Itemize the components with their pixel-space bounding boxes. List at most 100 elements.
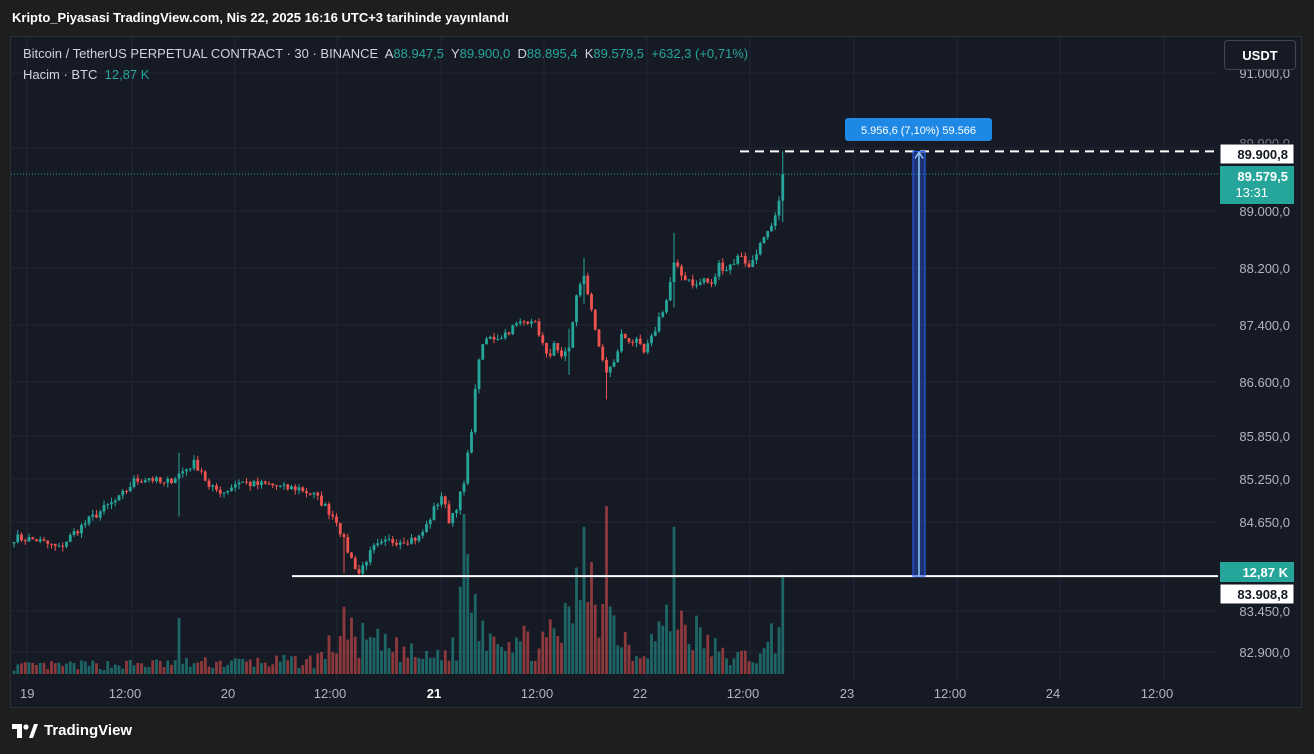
- currency-button[interactable]: USDT: [1224, 40, 1296, 70]
- candle-body: [698, 282, 702, 285]
- candle-body: [136, 478, 140, 482]
- volume-bar: [312, 668, 316, 674]
- high-price-tag: 89.900,8: [1219, 143, 1295, 165]
- candle-body: [301, 487, 305, 492]
- candle-body: [12, 542, 16, 544]
- candle-body: [747, 263, 751, 268]
- symbol-title: Bitcoin / TetherUS PERPETUAL CONTRACT · …: [23, 46, 379, 61]
- volume-bar: [170, 664, 173, 674]
- candle-body: [713, 276, 717, 284]
- candle-body: [350, 552, 353, 558]
- candle-body: [563, 351, 567, 357]
- candle-body: [687, 279, 691, 281]
- candle-body: [530, 321, 533, 324]
- candle-body: [477, 359, 481, 390]
- volume-bar: [672, 526, 676, 674]
- volume-bar: [451, 637, 455, 674]
- volume-bar: [605, 506, 608, 674]
- volume-bar: [766, 641, 770, 674]
- volume-bar: [773, 653, 777, 674]
- candle-body: [638, 338, 642, 344]
- candle-body: [181, 471, 185, 474]
- price-tick-label: 82.900,0: [1239, 645, 1290, 660]
- volume-bar: [282, 654, 286, 674]
- candle-body: [608, 366, 612, 373]
- volume-bar: [106, 661, 110, 674]
- candle-body: [211, 485, 215, 487]
- volume-bar: [740, 650, 743, 674]
- candle-body: [151, 478, 155, 482]
- candle-body: [398, 542, 402, 545]
- high-value: 89.900,0: [459, 46, 511, 61]
- candle-body: [342, 534, 346, 538]
- volume-bar: [342, 606, 346, 674]
- candle-body: [338, 523, 342, 535]
- candle-body: [503, 332, 507, 339]
- time-tick-label: 20: [221, 686, 235, 701]
- volume-bar: [35, 664, 38, 674]
- volume-bar: [762, 648, 766, 674]
- grid-lines: [11, 37, 1218, 680]
- close-label: K: [584, 46, 594, 61]
- volume-bar: [676, 629, 680, 674]
- volume-bar: [215, 661, 218, 674]
- volume-tag-label: 12,87 K: [1242, 565, 1288, 580]
- volume-bar: [425, 650, 428, 674]
- candle-body: [425, 524, 428, 532]
- candle-body: [781, 174, 785, 201]
- volume-bar: [31, 662, 35, 674]
- volume-bar: [635, 656, 638, 674]
- candle-body: [440, 496, 443, 505]
- volume-bar: [98, 669, 102, 674]
- volume-bar: [297, 667, 301, 674]
- candle-body: [192, 459, 196, 469]
- candle-body: [248, 481, 252, 487]
- candle-body: [218, 489, 222, 494]
- volume-bar: [567, 606, 571, 674]
- candle-body: [755, 254, 758, 261]
- volume-bar: [710, 656, 713, 674]
- volume-bar: [665, 604, 668, 674]
- candle-body: [451, 513, 455, 524]
- volume-bar: [121, 668, 125, 674]
- footer-branding: TradingView: [12, 722, 132, 739]
- candle-body: [631, 341, 635, 343]
- volume-bar: [372, 637, 376, 674]
- volume-bar: [751, 662, 755, 674]
- candle-body: [68, 534, 72, 542]
- candle-body: [353, 557, 357, 570]
- candle-body: [380, 541, 383, 544]
- volume-bar: [623, 632, 627, 674]
- volume-bar: [612, 615, 616, 674]
- candle-body: [526, 321, 530, 324]
- volume-bar: [376, 628, 380, 674]
- time-tick-label: 12:00: [1141, 686, 1174, 701]
- candle-body: [751, 260, 755, 268]
- time-tick-label: 12:00: [109, 686, 142, 701]
- volume-bar: [241, 659, 245, 674]
- candle-body: [132, 478, 136, 487]
- volume-bar: [698, 627, 702, 674]
- volume-bar: [263, 662, 267, 674]
- candle-body: [323, 504, 327, 506]
- volume-bar: [323, 659, 327, 674]
- candle-body: [361, 565, 365, 574]
- candle-body: [305, 491, 308, 494]
- volume-bar: [233, 658, 237, 674]
- candle-body: [740, 255, 743, 257]
- volume-bar: [743, 650, 747, 674]
- candle-body: [593, 309, 597, 330]
- candle-body: [511, 325, 515, 335]
- candle-body: [582, 275, 586, 285]
- candle-body: [402, 542, 406, 544]
- volume-bar: [260, 663, 263, 674]
- volume-bar: [290, 656, 293, 674]
- candle-body: [177, 473, 181, 479]
- candle-body: [245, 481, 248, 483]
- candle-body: [110, 502, 113, 505]
- candle-body: [578, 284, 582, 296]
- volume-bar: [548, 619, 552, 674]
- candle-body: [263, 481, 267, 484]
- volume-bar: [38, 662, 42, 674]
